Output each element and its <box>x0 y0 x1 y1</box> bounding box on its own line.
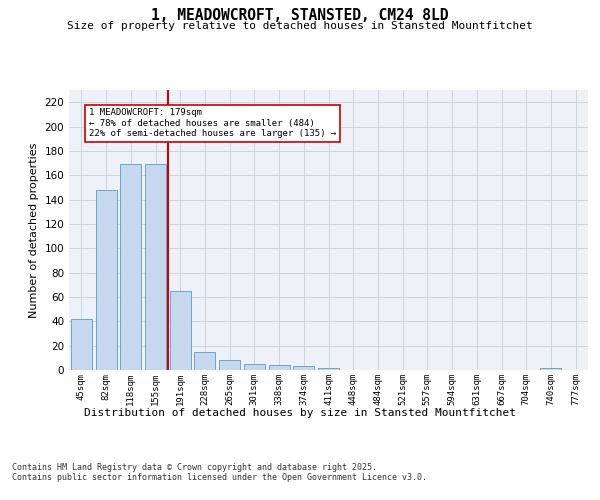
Bar <box>120 164 141 370</box>
Bar <box>95 190 116 370</box>
Bar <box>170 291 191 370</box>
Bar <box>244 364 265 370</box>
Bar <box>318 368 339 370</box>
Bar <box>71 319 92 370</box>
Y-axis label: Number of detached properties: Number of detached properties <box>29 142 39 318</box>
Text: Distribution of detached houses by size in Stansted Mountfitchet: Distribution of detached houses by size … <box>84 408 516 418</box>
Bar <box>194 352 215 370</box>
Bar <box>219 360 240 370</box>
Bar <box>293 366 314 370</box>
Text: Contains public sector information licensed under the Open Government Licence v3: Contains public sector information licen… <box>12 472 427 482</box>
Text: Size of property relative to detached houses in Stansted Mountfitchet: Size of property relative to detached ho… <box>67 21 533 31</box>
Bar <box>269 365 290 370</box>
Bar <box>541 368 562 370</box>
Text: 1, MEADOWCROFT, STANSTED, CM24 8LD: 1, MEADOWCROFT, STANSTED, CM24 8LD <box>151 8 449 22</box>
Text: 1 MEADOWCROFT: 179sqm
← 78% of detached houses are smaller (484)
22% of semi-det: 1 MEADOWCROFT: 179sqm ← 78% of detached … <box>89 108 336 138</box>
Bar <box>145 164 166 370</box>
Text: Contains HM Land Registry data © Crown copyright and database right 2025.: Contains HM Land Registry data © Crown c… <box>12 462 377 471</box>
